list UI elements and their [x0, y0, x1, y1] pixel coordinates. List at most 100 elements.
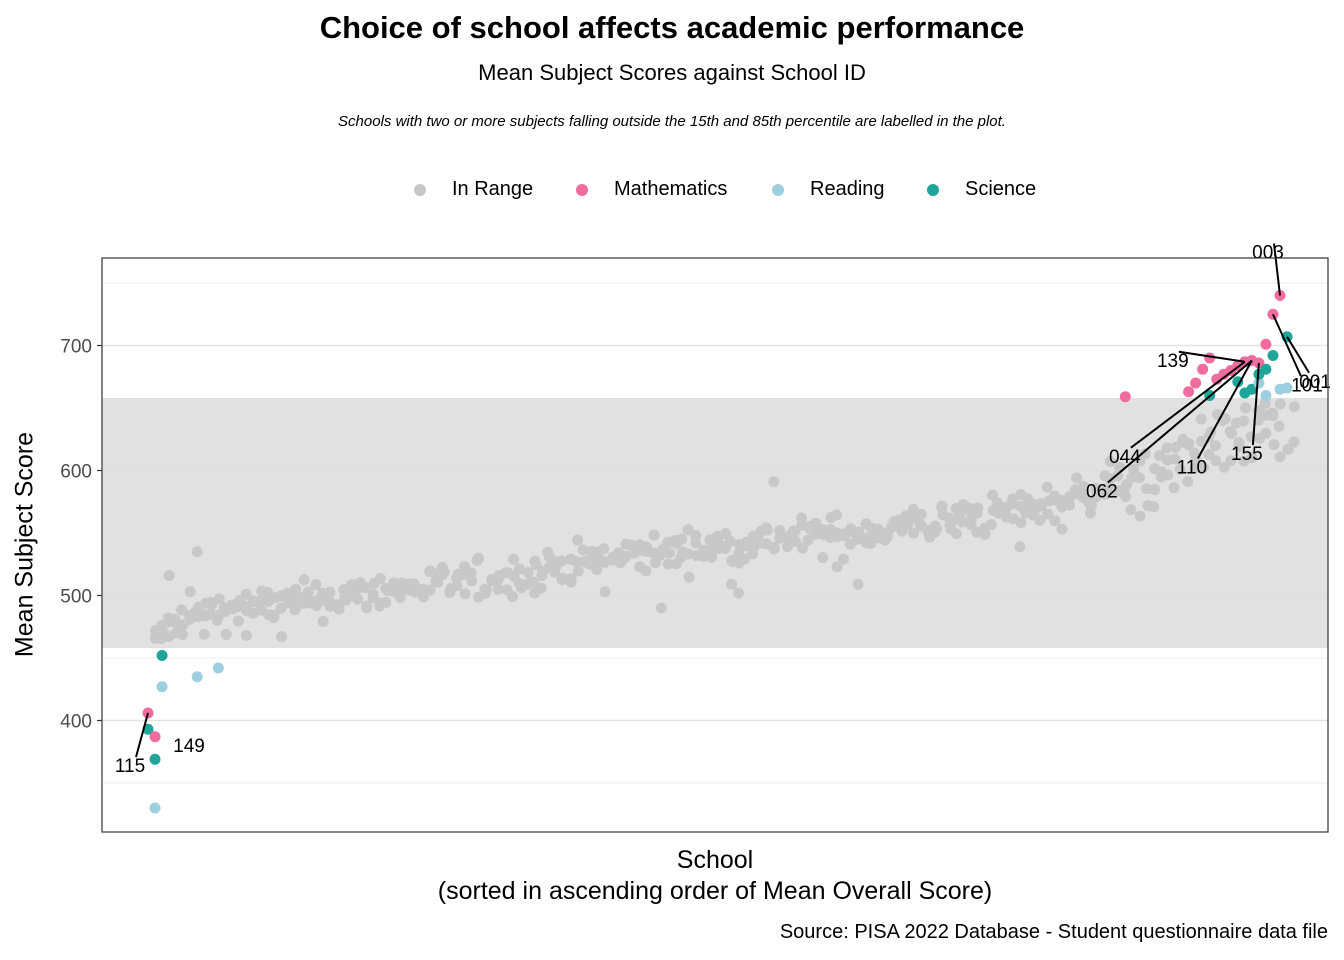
in-range-point	[1209, 440, 1221, 452]
in-range-point	[492, 583, 504, 595]
x-axis-label: School	[676, 846, 754, 874]
reading-point	[149, 802, 161, 814]
in-range-point	[1049, 515, 1061, 527]
in-range-point	[837, 553, 849, 565]
in-range-point	[1233, 436, 1245, 448]
in-range-point	[572, 565, 584, 577]
in-range-point	[936, 502, 948, 514]
chart-title: Choice of school affects academic perfor…	[319, 10, 1025, 45]
in-range-point	[522, 566, 534, 578]
legend-item-science: Science	[927, 178, 1036, 201]
in-range-point	[774, 532, 786, 544]
in-range-point	[360, 582, 372, 594]
label-leader-line	[135, 712, 149, 758]
in-range-point	[690, 529, 702, 541]
in-range-point	[170, 627, 182, 639]
legend-item-reading: Reading	[772, 178, 885, 201]
in-range-point	[655, 602, 667, 614]
in-range-point	[1224, 425, 1236, 437]
school-label: 149	[173, 736, 205, 757]
in-range-point	[1015, 517, 1027, 529]
in-range-point	[816, 523, 828, 535]
in-range-point	[1210, 455, 1222, 467]
in-range-point	[1034, 514, 1046, 526]
in-range-point	[768, 542, 780, 554]
in-range-point	[465, 567, 477, 579]
in-range-point	[1169, 453, 1181, 465]
in-range-point	[760, 522, 772, 534]
reading-point	[156, 681, 168, 693]
in-range-point	[1288, 436, 1300, 448]
in-range-point	[1125, 504, 1137, 516]
in-range-point	[527, 576, 539, 588]
in-range-point	[184, 613, 196, 625]
in-range-point	[310, 579, 322, 591]
in-range-point	[1240, 402, 1252, 414]
in-range-point	[724, 535, 736, 547]
in-range-point	[1288, 401, 1300, 413]
in-range-point	[240, 630, 252, 641]
reading-point	[1260, 390, 1272, 401]
legend-key-science	[927, 183, 939, 196]
in-range-point	[1162, 469, 1174, 481]
school-label: 110	[1177, 458, 1207, 479]
in-range-point	[852, 578, 864, 590]
in-range-point	[907, 527, 919, 539]
in-range-point	[565, 573, 577, 585]
chart-subtitle: Mean Subject Scores against School ID	[478, 60, 866, 85]
in-range-point	[796, 542, 808, 554]
in-range-point	[317, 615, 329, 627]
mathematics-point	[1190, 377, 1202, 389]
in-range-point	[361, 600, 373, 612]
in-range-point	[156, 623, 168, 635]
in-range-point	[907, 503, 919, 515]
in-range-point	[232, 615, 244, 627]
in-range-point	[220, 628, 232, 640]
in-range-point	[1149, 484, 1161, 496]
reading-point	[191, 671, 203, 683]
in-range-point	[1014, 541, 1026, 553]
in-range-point	[169, 614, 181, 626]
school-label: 003	[1252, 243, 1284, 264]
in-range-point	[570, 555, 582, 567]
in-range-point	[1268, 439, 1280, 451]
in-range-point	[1274, 398, 1286, 410]
in-range-point	[374, 573, 386, 585]
in-range-point	[556, 572, 568, 584]
legend-label: In Range	[452, 178, 534, 200]
in-range-point	[438, 566, 450, 578]
legend: In Range Mathematics Reading Science	[0, 178, 1344, 206]
in-range-point	[191, 546, 203, 558]
in-range-point	[915, 508, 927, 520]
in-range-point	[1189, 462, 1201, 474]
in-range-point	[739, 553, 751, 565]
in-range-point	[1071, 472, 1083, 484]
in-range-point	[676, 533, 688, 545]
in-range-point	[985, 518, 997, 530]
in-range-point	[471, 555, 483, 567]
in-range-point	[333, 603, 345, 615]
in-range-point	[572, 534, 584, 546]
school-label: 101	[1291, 375, 1323, 396]
in-range-point	[213, 593, 225, 605]
science-point	[1267, 350, 1279, 361]
in-range-point	[789, 535, 801, 547]
in-range-point	[548, 566, 560, 578]
in-range-point	[530, 559, 542, 571]
mathematics-point	[1119, 391, 1131, 403]
in-range-point	[1134, 510, 1146, 522]
in-range-point	[1090, 491, 1102, 503]
in-range-point	[388, 577, 400, 589]
legend-key-mathematics	[576, 183, 588, 196]
in-range-point	[529, 587, 541, 599]
legend-key-reading	[772, 183, 784, 196]
y-axis-label: Mean Subject Score	[10, 431, 39, 658]
in-range-point	[198, 628, 210, 640]
label-leader-line	[1251, 362, 1260, 446]
school-label: 139	[1157, 351, 1189, 372]
in-range-point	[1077, 480, 1089, 492]
label-leader-line	[1107, 359, 1253, 484]
in-range-point	[733, 587, 745, 599]
in-range-point	[492, 574, 504, 586]
in-range-point	[324, 586, 336, 598]
